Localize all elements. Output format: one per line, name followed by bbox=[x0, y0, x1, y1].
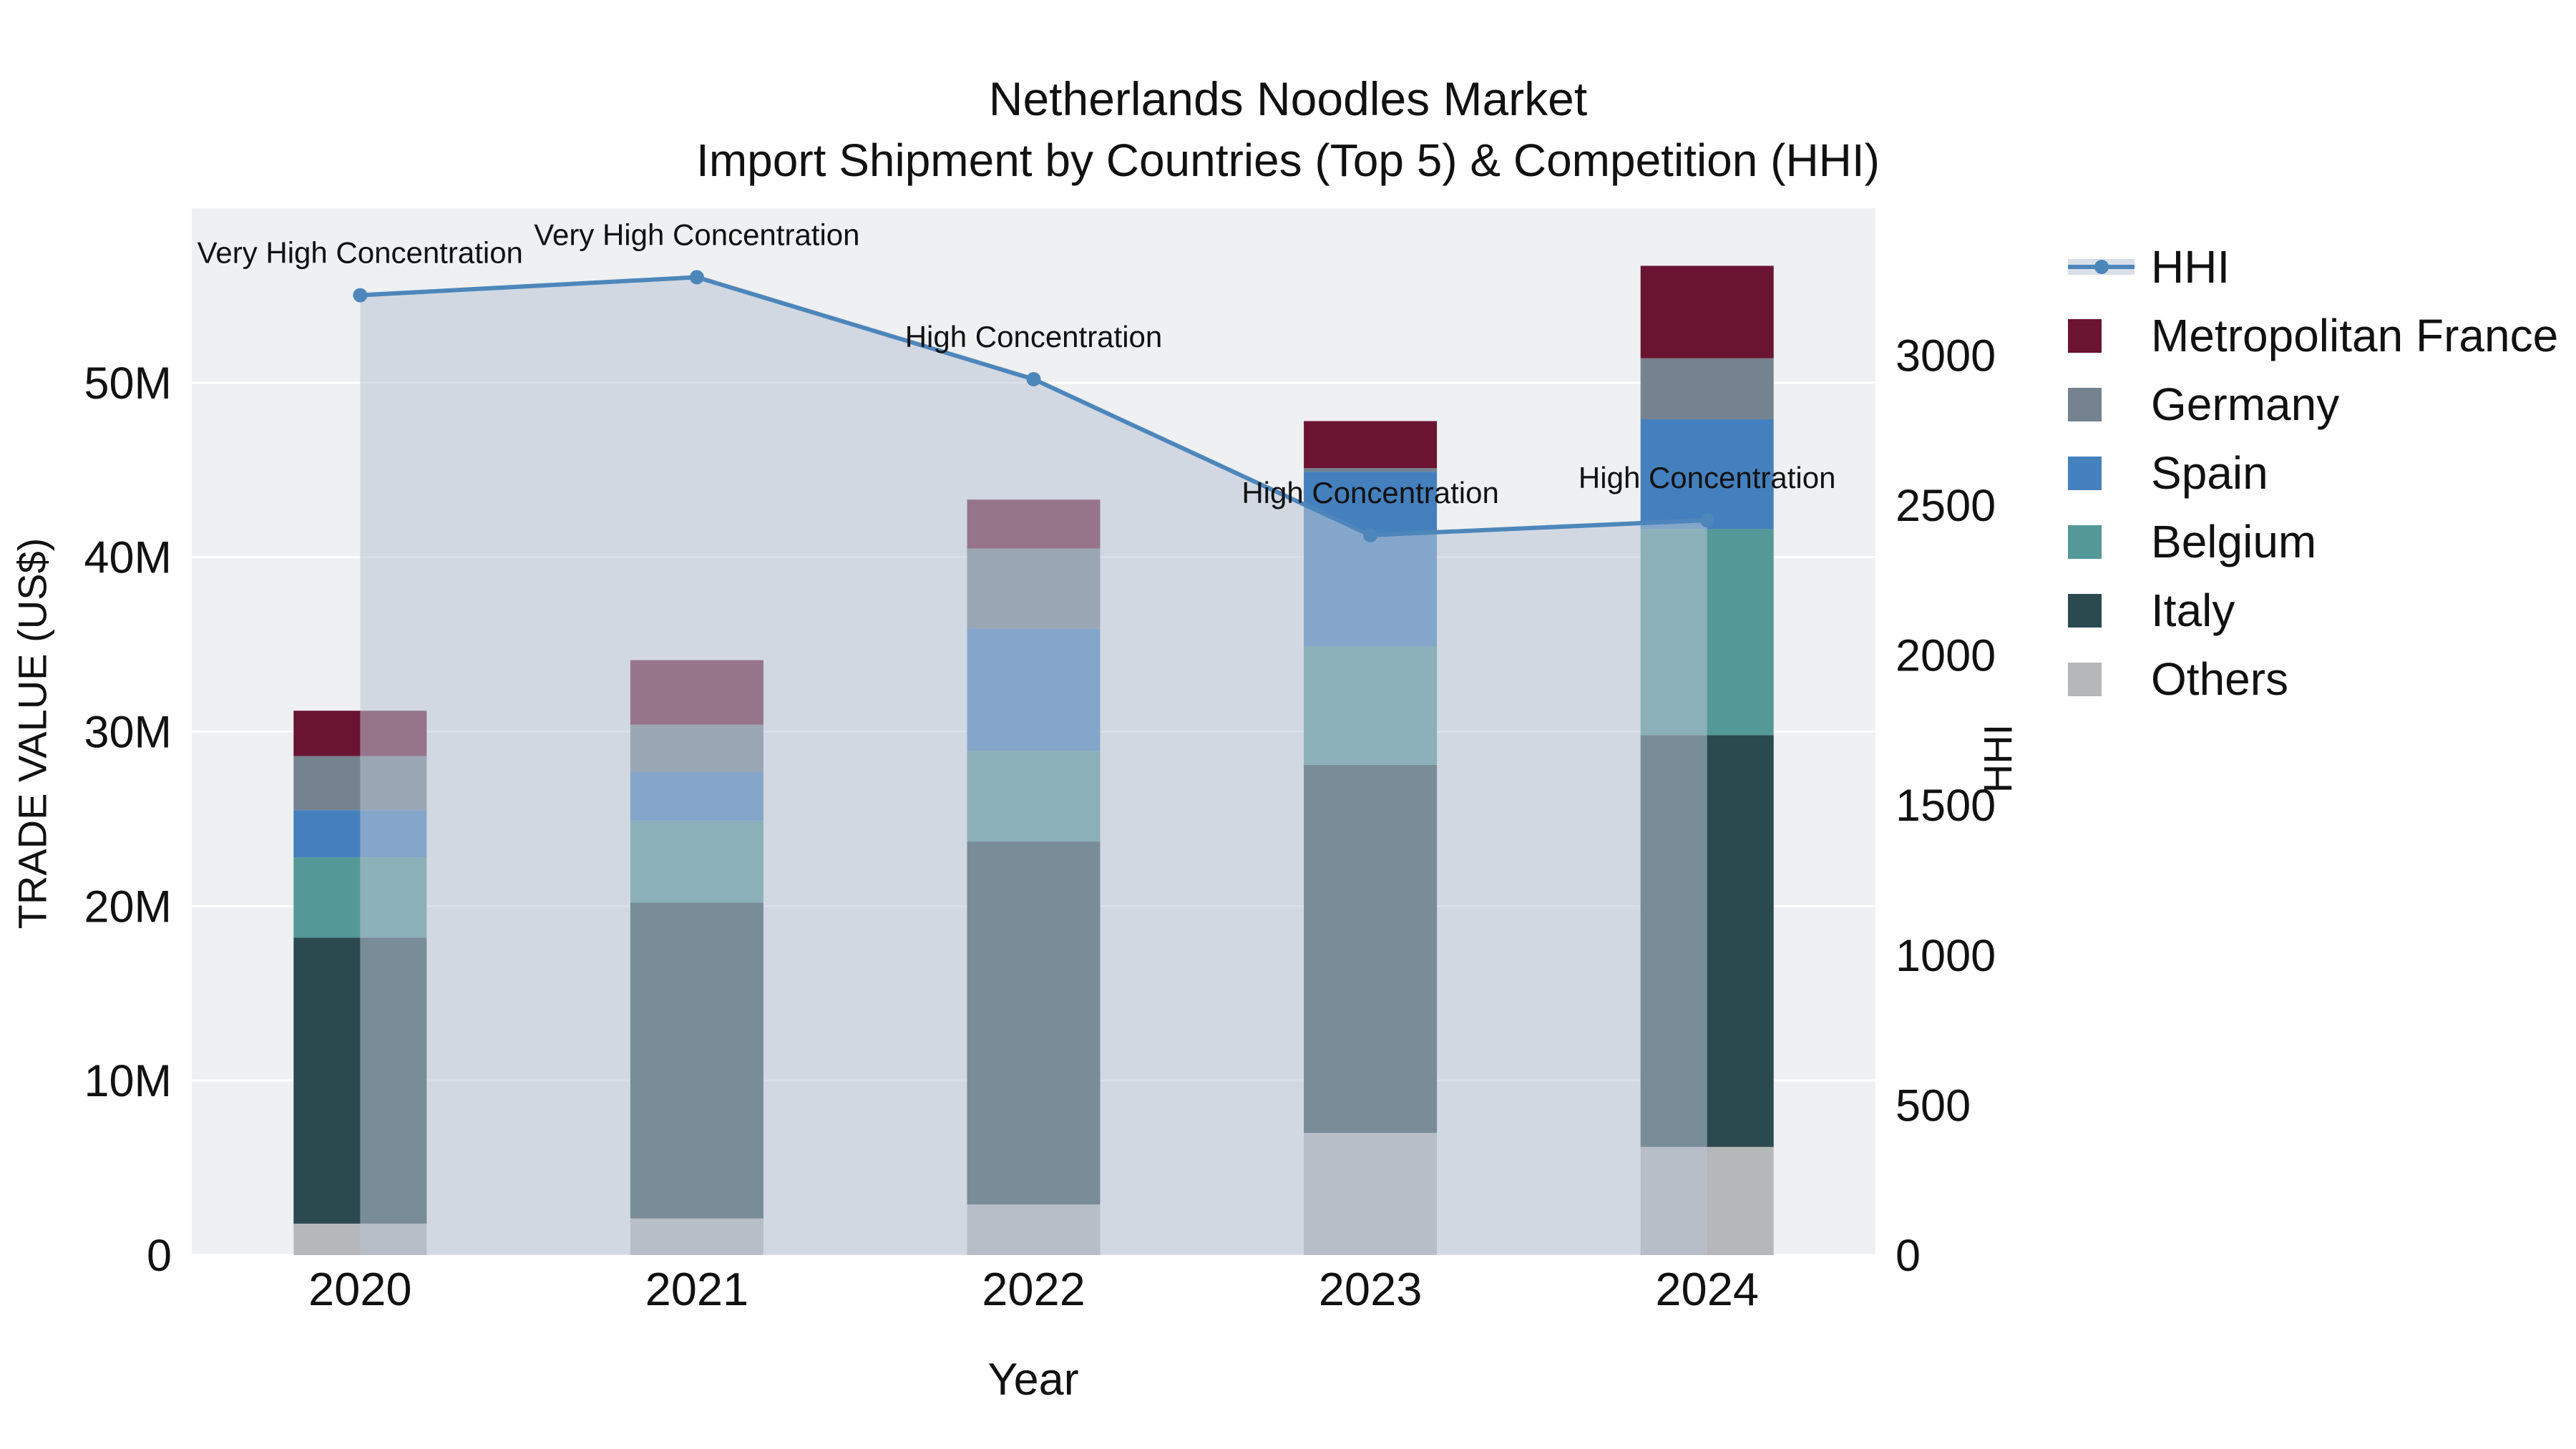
annotation-2020: Very High Concentration bbox=[197, 236, 523, 270]
y-right-tick-3000: 3000 bbox=[1896, 331, 1996, 381]
legend-item-spain[interactable]: Spain bbox=[2068, 439, 2558, 507]
bar-segment-germany-2023[interactable] bbox=[1304, 468, 1438, 472]
hhi-marker-2023[interactable] bbox=[1363, 527, 1378, 542]
legend-item-hhi[interactable]: HHI bbox=[2068, 233, 2558, 301]
bar-segment-metropolitan-france-2023[interactable] bbox=[1304, 421, 1438, 469]
legend: HHI Metropolitan France Germany Spain Belgiu… bbox=[2068, 233, 2558, 713]
legend-label-others: Others bbox=[2151, 653, 2289, 705]
y-axis-label-left: TRADE VALUE (US$) bbox=[9, 537, 55, 930]
y-left-tick-50m: 50M bbox=[84, 358, 172, 409]
bar-segment-germany-2024[interactable] bbox=[1640, 358, 1774, 420]
legend-swatch-slot-germany bbox=[2068, 387, 2136, 421]
annotation-2023: High Concentration bbox=[1241, 476, 1499, 509]
hhi-area-fill bbox=[360, 277, 1707, 1255]
legend-swatch-hhi bbox=[2068, 259, 2136, 275]
hhi-marker-2022[interactable] bbox=[1026, 371, 1041, 386]
legend-item-italy[interactable]: Italy bbox=[2068, 576, 2558, 645]
legend-label-hhi: HHI bbox=[2151, 241, 2230, 293]
y-right-tick-0: 0 bbox=[1896, 1231, 1921, 1281]
chart-title-block: Netherlands Noodles Market Import Shipme… bbox=[0, 68, 2576, 191]
chart-subtitle: Import Shipment by Countries (Top 5) & C… bbox=[696, 135, 1880, 186]
legend-label-spain: Spain bbox=[2151, 447, 2268, 499]
legend-label-metropolitan-france: Metropolitan France bbox=[2151, 310, 2559, 361]
legend-item-germany[interactable]: Germany bbox=[2068, 370, 2558, 439]
y-right-tick-1000: 1000 bbox=[1896, 931, 1996, 981]
legend-swatch-germany bbox=[2068, 387, 2102, 421]
legend-swatch-spain bbox=[2068, 456, 2102, 490]
legend-swatch-metropolitan-france bbox=[2068, 318, 2102, 353]
annotation-2022: High Concentration bbox=[905, 320, 1163, 353]
legend-swatch-slot-belgium bbox=[2068, 525, 2136, 559]
y-right-tick-2000: 2000 bbox=[1896, 631, 1996, 681]
y-right-tick-1500: 1500 bbox=[1896, 781, 1996, 831]
y-axis-label-right: HHI bbox=[1975, 723, 2021, 794]
x-tick-2022: 2022 bbox=[982, 1263, 1085, 1315]
hhi-marker-2020[interactable] bbox=[353, 288, 368, 303]
legend-item-others[interactable]: Others bbox=[2068, 645, 2558, 713]
legend-swatch-slot-italy bbox=[2068, 593, 2136, 628]
annotation-2024: High Concentration bbox=[1579, 461, 1836, 494]
legend-item-metropolitan-france[interactable]: Metropolitan France bbox=[2068, 301, 2558, 370]
y-left-tick-40m: 40M bbox=[84, 533, 172, 583]
x-tick-2024: 2024 bbox=[1655, 1263, 1759, 1315]
legend-label-germany: Germany bbox=[2151, 379, 2340, 430]
annotation-2021: Very High Concentration bbox=[534, 218, 859, 251]
y-right-tick-500: 500 bbox=[1896, 1080, 1971, 1131]
legend-swatch-others bbox=[2068, 662, 2102, 696]
legend-swatch-italy bbox=[2068, 593, 2102, 628]
hhi-marker-2024[interactable] bbox=[1699, 512, 1714, 527]
y-left-tick-30m: 30M bbox=[84, 708, 172, 758]
x-tick-2021: 2021 bbox=[645, 1263, 749, 1315]
bar-segment-metropolitan-france-2024[interactable] bbox=[1640, 265, 1774, 358]
legend-swatch-slot-metropolitan-france bbox=[2068, 318, 2136, 353]
legend-label-belgium: Belgium bbox=[2151, 516, 2317, 567]
hhi-marker-2021[interactable] bbox=[689, 270, 704, 285]
legend-swatch-slot-others bbox=[2068, 662, 2136, 696]
bar-segment-spain-2024[interactable] bbox=[1640, 419, 1774, 530]
y-left-tick-0: 0 bbox=[147, 1231, 172, 1281]
y-left-tick-20m: 20M bbox=[84, 882, 172, 932]
y-left-tick-10m: 10M bbox=[84, 1056, 172, 1106]
chart-title: Netherlands Noodles Market bbox=[988, 72, 1588, 125]
legend-item-belgium[interactable]: Belgium bbox=[2068, 507, 2558, 576]
legend-swatch-slot-spain bbox=[2068, 456, 2136, 490]
legend-swatch-belgium bbox=[2068, 525, 2102, 559]
y-right-tick-2500: 2500 bbox=[1896, 481, 1996, 531]
x-axis-label: Year bbox=[987, 1355, 1079, 1405]
legend-label-italy: Italy bbox=[2151, 585, 2235, 636]
x-tick-2020: 2020 bbox=[308, 1263, 412, 1315]
hhi-line-swatch bbox=[2068, 259, 2135, 275]
x-tick-2023: 2023 bbox=[1319, 1263, 1423, 1315]
